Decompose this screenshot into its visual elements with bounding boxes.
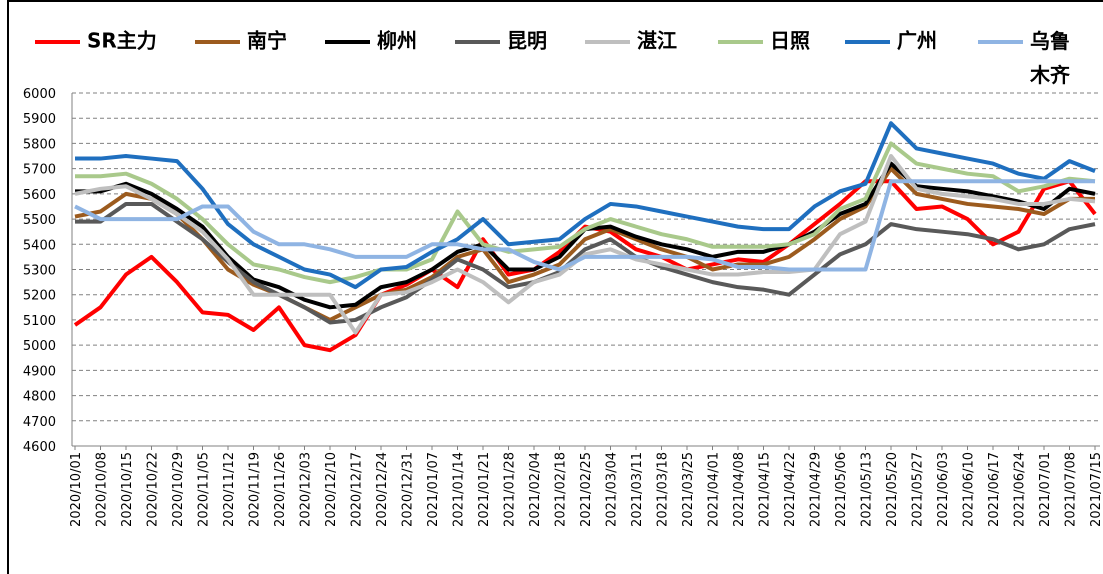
x-tick-label: 2020/12/17 [350, 452, 365, 527]
y-tick-label: 5800 [23, 137, 56, 152]
legend-label: 南宁 [247, 29, 287, 53]
x-tick-label: 2020/10/15 [120, 452, 135, 527]
series-line [74, 154, 1096, 335]
x-tick-label: 2021/04/29 [809, 452, 824, 527]
legend-label: 湛江 [637, 29, 677, 53]
x-tick-label: 2020/12/03 [299, 452, 314, 527]
y-tick-label: 5700 [23, 163, 56, 178]
legend-label: 乌鲁木齐 [1030, 29, 1070, 87]
x-tick-label: 2021/06/03 [936, 452, 951, 527]
series-line [73, 179, 1097, 353]
x-tick-label: 2020/11/12 [222, 452, 237, 527]
x-tick-label: 2021/04/08 [732, 452, 747, 527]
series-line [75, 161, 1096, 310]
series-line [74, 179, 1095, 272]
x-tick-label: 2021/01/21 [477, 452, 492, 527]
x-tick-label: 2020/12/31 [401, 452, 416, 527]
legend-label: 昆明 [507, 29, 547, 53]
legend-label: 日照 [770, 29, 810, 53]
x-tick-label: 2020/12/10 [324, 452, 339, 527]
x-tick-label: 2021/01/07 [426, 452, 441, 527]
x-tick-label: 2021/03/04 [605, 452, 620, 527]
x-tick-label: 2021/07/01 [1038, 452, 1053, 527]
x-tick-label: 2021/02/25 [579, 452, 594, 527]
x-tick-label: 2021/06/17 [987, 452, 1002, 527]
y-tick-label: 5100 [23, 314, 56, 329]
x-tick-label: 2020/10/08 [95, 452, 110, 527]
x-tick-label: 2021/05/13 [860, 452, 875, 527]
x-tick-label: 2021/04/15 [758, 452, 773, 527]
x-tick-label: 2021/07/15 [1089, 452, 1103, 527]
series-line [75, 141, 1096, 285]
y-tick-label: 5400 [23, 238, 56, 253]
x-tick-label: 2020/11/19 [248, 452, 263, 527]
y-tick-label: 5300 [23, 264, 56, 279]
series-line [75, 201, 1096, 325]
x-tick-label: 2021/06/10 [962, 452, 977, 527]
y-tick-label: 6000 [23, 87, 56, 102]
x-tick-label: 2021/03/11 [630, 452, 645, 527]
x-tick-label: 2021/05/06 [834, 452, 849, 527]
x-tick-label: 2021/04/01 [707, 452, 722, 527]
x-tick-label: 2021/07/08 [1064, 452, 1079, 527]
x-tick-label: 2020/12/24 [375, 452, 390, 527]
x-tick-label: 2021/05/20 [885, 452, 900, 527]
x-tick-label: 2021/01/28 [503, 452, 518, 527]
legend-label: SR主力 [87, 29, 157, 53]
y-tick-label: 4600 [23, 440, 56, 455]
y-tick-label: 5900 [23, 112, 56, 127]
legend-label-box: 乌鲁木齐 [1030, 29, 1070, 87]
x-tick-label: 2021/06/24 [1013, 452, 1028, 527]
x-tick-label: 2021/02/18 [554, 452, 569, 527]
y-tick-label: 5200 [23, 289, 56, 304]
legend-label: 柳州 [377, 29, 417, 53]
y-tick-label: 5500 [23, 213, 56, 228]
y-tick-label: 5600 [23, 188, 56, 203]
legend-label: 广州 [897, 29, 937, 53]
x-tick-label: 2021/03/25 [681, 452, 696, 527]
x-tick-label: 2021/02/04 [528, 452, 543, 527]
y-tick-label: 4700 [23, 415, 56, 430]
x-tick-label: 2021/04/22 [783, 452, 798, 527]
x-tick-label: 2020/10/22 [146, 452, 161, 527]
x-tick-label: 2020/11/05 [197, 452, 212, 527]
y-tick-label: 5000 [23, 339, 56, 354]
x-tick-label: 2020/11/26 [273, 452, 288, 527]
x-tick-label: 2021/03/18 [656, 452, 671, 527]
y-tick-label: 4900 [23, 364, 56, 379]
x-tick-label: 2021/01/14 [452, 452, 467, 527]
x-tick-label: 2021/05/27 [911, 452, 926, 527]
y-tick-label: 4800 [23, 390, 56, 405]
series-line [75, 121, 1096, 290]
x-tick-label: 2020/10/29 [171, 452, 186, 527]
x-tick-label: 2020/10/01 [69, 452, 84, 527]
